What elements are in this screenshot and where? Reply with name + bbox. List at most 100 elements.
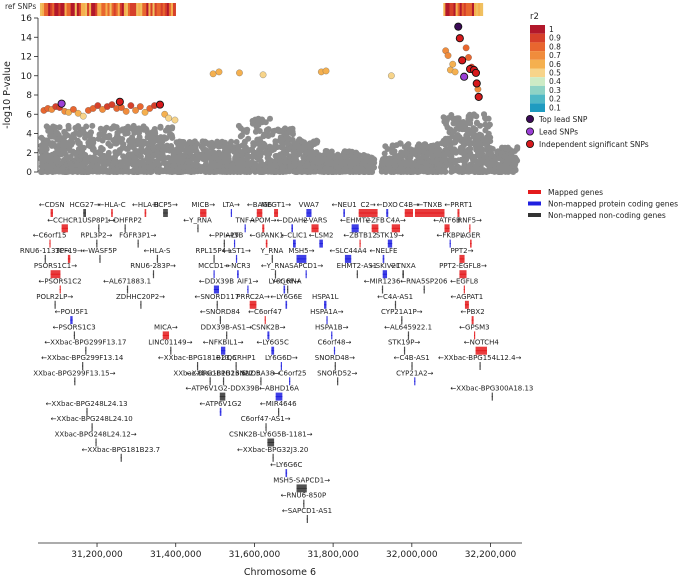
snp-point: [177, 168, 183, 175]
snp-point: [185, 168, 192, 175]
gene-label: TNF→: [234, 216, 255, 224]
gene-legend-label: Non-mapped non-coding genes: [548, 211, 666, 220]
snp-point: [277, 151, 284, 158]
r2-legend-swatch: [530, 59, 545, 69]
snp-point: [465, 54, 472, 61]
gene-exons: [382, 254, 385, 263]
gene-exons: [226, 331, 228, 340]
ref-snp-mark: [158, 3, 162, 16]
snp-point: [228, 138, 235, 145]
snp-point: [154, 143, 161, 150]
snp-point: [96, 150, 103, 157]
snp-point: [510, 157, 517, 164]
snp-point: [289, 128, 296, 135]
gene-exons: [44, 254, 46, 263]
gene-exons: [386, 209, 389, 217]
gene-exons: [391, 224, 401, 233]
snp-point: [187, 148, 194, 155]
snp-point: [129, 139, 136, 146]
gene-exons: [85, 346, 87, 355]
gene-exons: [95, 438, 97, 447]
snp-point: [60, 149, 67, 156]
r2-legend-label: 0.4: [549, 77, 561, 86]
snp-point: [510, 168, 517, 175]
ref-snp-mark: [44, 3, 48, 16]
snp-point: [472, 79, 481, 88]
x-axis-label: Chromosome 6: [244, 567, 316, 578]
y-tick-label: 8: [26, 91, 32, 101]
gene-label: RPL15P4→: [195, 247, 232, 255]
r2-legend-label: 1: [549, 25, 554, 34]
snp-point: [49, 168, 56, 175]
snp-point: [267, 163, 274, 170]
snp-point: [87, 132, 93, 139]
y-tick-label: 16: [21, 14, 33, 24]
snp-point: [300, 154, 307, 161]
ref-snp-mark: [84, 3, 88, 16]
gene-exons: [459, 270, 467, 279]
ref-snp-mark: [123, 3, 127, 16]
gene-label: ←XXbac-BPG16N22.5: [186, 369, 261, 377]
gene-exons: [162, 331, 170, 340]
r2-legend-swatch: [530, 33, 545, 43]
gene-exons: [163, 209, 168, 217]
snp-point: [291, 162, 298, 169]
snp-point: [351, 154, 358, 161]
gene-exons: [91, 423, 93, 432]
y-axis-label: -log10 P-value: [2, 61, 13, 129]
gene-exons: [404, 209, 414, 217]
ref-snp-mark: [140, 3, 144, 16]
gene-exons: [140, 300, 142, 309]
snp-point: [482, 159, 489, 166]
gene-exons: [213, 254, 215, 263]
gene-legend-label: Mapped genes: [548, 188, 603, 197]
snp-point: [476, 131, 483, 138]
snp-point: [160, 160, 167, 166]
ref-snp-mark: [467, 3, 471, 16]
snp-point: [66, 144, 73, 151]
gene-label: RNF5→: [457, 216, 482, 224]
snp-point: [317, 164, 323, 171]
r2-legend: r2 10.90.80.70.60.50.40.30.20.1: [530, 12, 561, 112]
ref-snp-mark: [154, 3, 158, 16]
gene-exons: [359, 239, 361, 248]
ref-snp-mark: [142, 3, 146, 16]
gene-exons: [287, 285, 289, 294]
snp-point: [222, 139, 229, 146]
snp-point: [282, 158, 288, 165]
snp-point: [458, 56, 467, 65]
gene-label: ←CDSN: [39, 201, 65, 209]
snp-point: [144, 130, 151, 136]
gene-exons: [220, 346, 226, 355]
gene-exons: [83, 209, 87, 217]
snp-point: [98, 144, 105, 151]
ref-snp-mark: [39, 3, 43, 16]
snp-point: [100, 154, 107, 161]
snp-point: [133, 148, 140, 155]
ref-snp-mark: [52, 3, 56, 16]
snp-point: [449, 60, 457, 68]
snp-point: [402, 159, 409, 166]
ref-snp-mark: [443, 3, 447, 16]
snp-point: [94, 102, 102, 109]
gene-label: ←EGFL8: [450, 278, 478, 286]
ref-snp-mark: [459, 3, 463, 16]
ref-snp-mark: [449, 3, 453, 16]
gene-exons: [223, 239, 225, 248]
gene-label: ←RNA5SP206: [400, 278, 448, 286]
snp-point: [466, 161, 473, 168]
gene-exons: [126, 285, 129, 294]
snp-point: [115, 97, 124, 106]
ref-snp-mark: [103, 3, 107, 16]
gene-label: ←SLC44A4: [329, 247, 367, 255]
snp-point: [67, 161, 74, 168]
gene-exons: [230, 209, 233, 217]
gene-label: ←LY6G6E: [270, 293, 302, 301]
snp-point: [169, 124, 176, 131]
snp-point: [54, 136, 61, 143]
snp-point: [108, 125, 115, 132]
gene-exons: [244, 224, 246, 233]
snp-point: [67, 154, 74, 161]
ref-snp-mark: [447, 3, 451, 16]
gene-label: MEGT1→: [261, 201, 291, 209]
